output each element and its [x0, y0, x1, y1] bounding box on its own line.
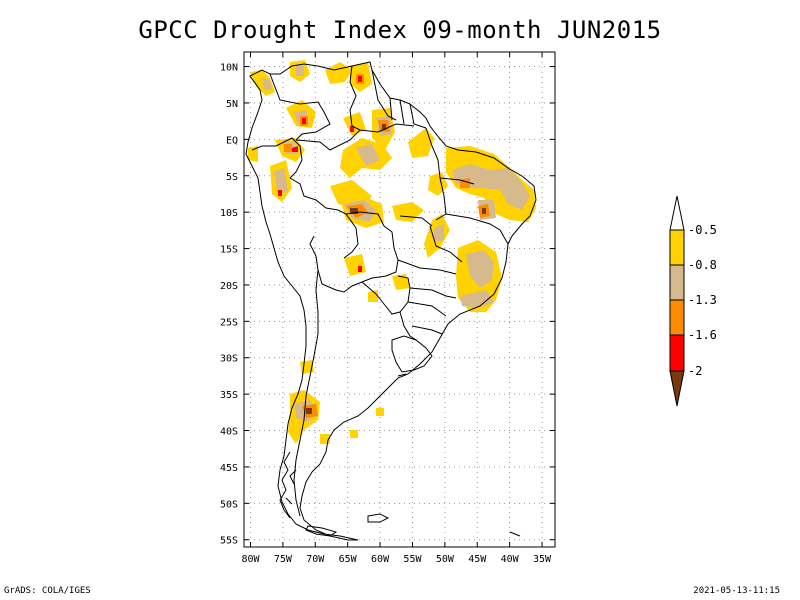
- brazil-north-border: [295, 123, 415, 151]
- lon-label: 45W: [468, 554, 487, 565]
- south-america-coastline: [245, 61, 537, 541]
- legend-label-1: -0.5: [688, 223, 717, 237]
- legend-top-triangle: [669, 195, 685, 231]
- legend-box-1: [669, 229, 685, 266]
- lat-label: 15S: [220, 245, 238, 256]
- legend-box-2: [669, 264, 685, 301]
- falklands-outline: [367, 513, 390, 523]
- lat-label: 20S: [220, 281, 238, 292]
- argentina-brazil-border: [399, 311, 417, 341]
- lat-label: 50S: [220, 499, 238, 510]
- map-frame: [243, 51, 556, 548]
- lon-label: 75W: [274, 554, 293, 565]
- tierra-del-fuego: [305, 525, 338, 537]
- legend-label-2: -0.8: [688, 258, 717, 272]
- lat-label: 55S: [220, 536, 238, 547]
- lat-label: 45S: [220, 463, 238, 474]
- venezuela-colombia-border: [269, 73, 331, 141]
- lon-label: 60W: [371, 554, 390, 565]
- coastline-and-borders: [245, 61, 537, 541]
- axis-ticks: 10N 5N EQ 5S 10S 15S 20S 25S 30S 35S 40S 45S 50S 55S8…: [220, 52, 555, 565]
- guianas-borders: [371, 69, 427, 129]
- legend-box-4: [669, 334, 685, 372]
- lat-label: 5S: [226, 172, 238, 183]
- lon-label: 40W: [501, 554, 520, 565]
- lat-label: 10N: [220, 63, 238, 74]
- uruguay-border: [391, 335, 433, 373]
- legend-label-4: -1.6: [688, 328, 717, 342]
- timestamp: 2021-05-13-11:15: [693, 586, 780, 596]
- legend-box-3: [669, 299, 685, 336]
- lon-label: 70W: [306, 554, 325, 565]
- lon-label: 50W: [436, 554, 455, 565]
- lat-label: 30S: [220, 354, 238, 365]
- lat-label: EQ: [226, 135, 238, 146]
- venezuela-guyana-border: [349, 65, 361, 131]
- lon-label: 35W: [533, 554, 552, 565]
- lon-label: 65W: [339, 554, 358, 565]
- legend-label-3: -1.3: [688, 293, 717, 307]
- map-title: GPCC Drought Index 09-month JUN2015: [138, 16, 662, 44]
- lat-label: 35S: [220, 390, 238, 401]
- lat-label: 40S: [220, 427, 238, 438]
- lon-label: 80W: [241, 554, 260, 565]
- peru-brazil-border: [289, 177, 359, 259]
- chile-argentina-border: [293, 269, 319, 517]
- small-islands: [397, 373, 521, 537]
- legend-bottom-triangle: [669, 370, 685, 407]
- lat-label: 5N: [226, 99, 238, 110]
- grads-credit: GrADS: COLA/IGES: [4, 586, 91, 596]
- chile-fjords: [279, 451, 297, 519]
- lat-label: 25S: [220, 317, 238, 328]
- ecuador-peru-border: [251, 137, 303, 179]
- lat-label: 10S: [220, 208, 238, 219]
- lon-label: 55W: [403, 554, 422, 565]
- brazil-states: [397, 127, 509, 335]
- color-legend: -0.5 -0.8 -1.3 -1.6 -2: [669, 195, 717, 407]
- legend-label-5: -2: [688, 364, 702, 378]
